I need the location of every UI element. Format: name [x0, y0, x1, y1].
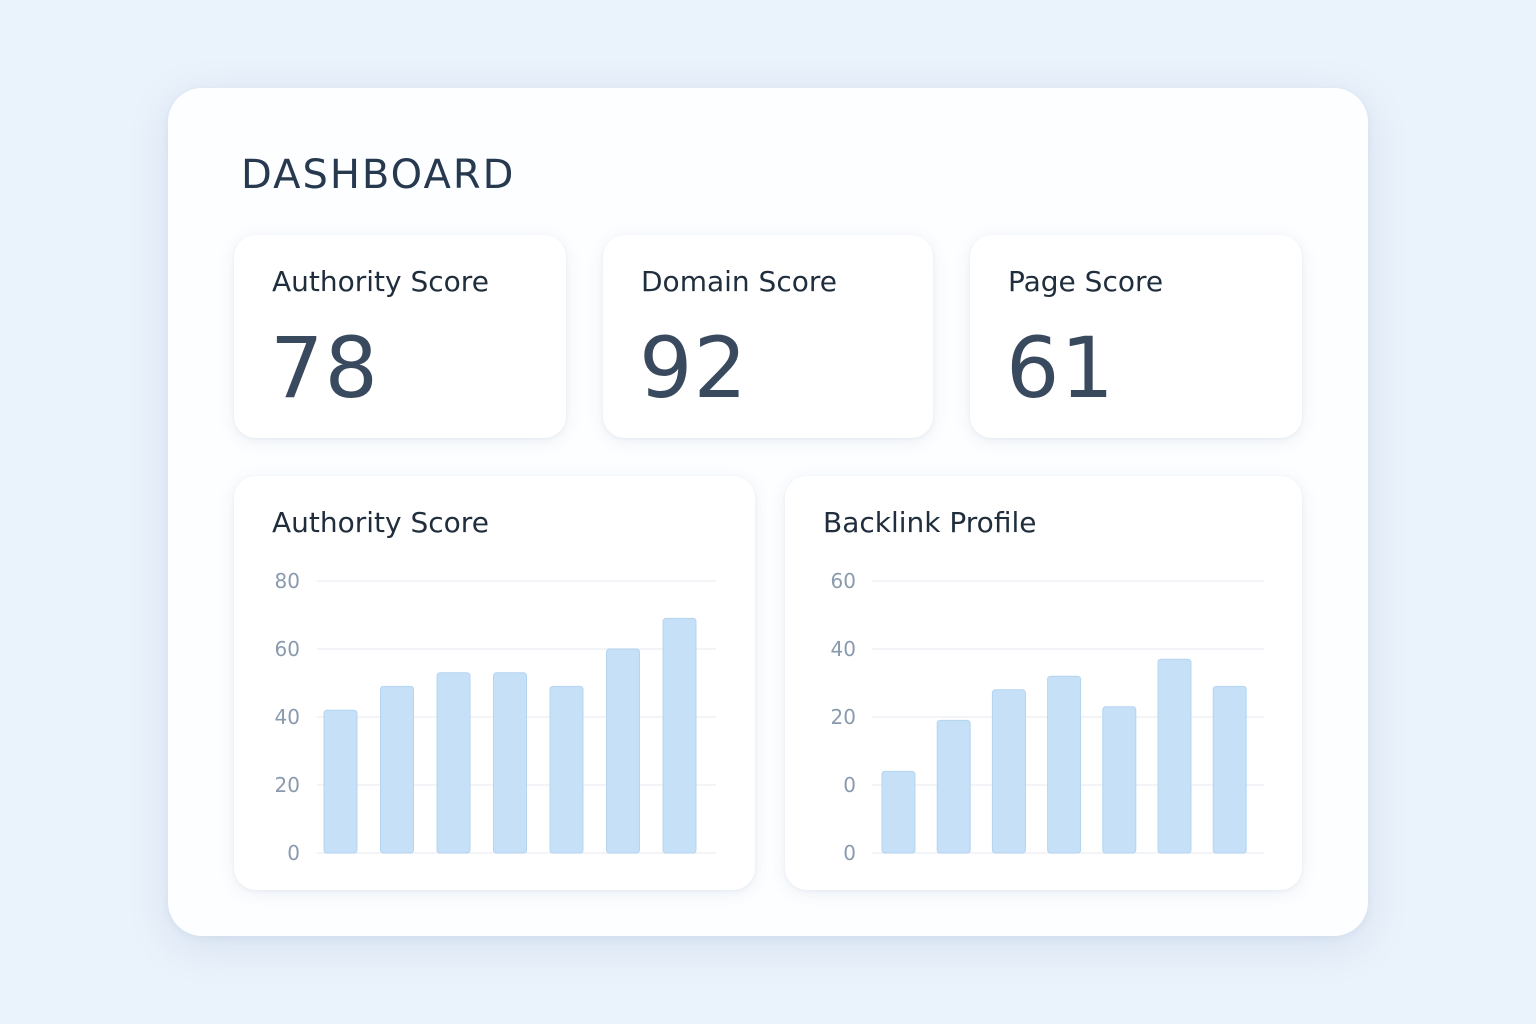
- bar[interactable]: [991, 689, 1026, 854]
- score-value: 61: [1006, 319, 1115, 417]
- authority-score-card[interactable]: Authority Score 78: [234, 235, 566, 438]
- y-tick-label: 40: [275, 705, 300, 729]
- bar[interactable]: [662, 617, 697, 854]
- authority-score-chart-card: Authority Score 80 60 40 20 0: [234, 476, 755, 890]
- page-title: DASHBOARD: [241, 152, 516, 198]
- bar[interactable]: [881, 770, 916, 854]
- score-value: 92: [639, 319, 748, 417]
- dashboard-panel: DASHBOARD Authority Score 78 Domain Scor…: [168, 88, 1368, 936]
- bar[interactable]: [1157, 658, 1192, 854]
- bar[interactable]: [323, 709, 358, 854]
- chart-title: Backlink Profile: [823, 506, 1037, 539]
- y-tick-label: 0: [287, 841, 300, 865]
- score-label: Domain Score: [641, 265, 837, 298]
- y-tick-label: 0: [843, 773, 856, 797]
- bar[interactable]: [380, 685, 414, 854]
- domain-score-card[interactable]: Domain Score 92: [603, 235, 933, 438]
- y-tick-label: 80: [275, 569, 300, 593]
- bar[interactable]: [1102, 706, 1137, 854]
- bar[interactable]: [606, 648, 640, 854]
- y-tick-label: 20: [275, 773, 300, 797]
- score-label: Authority Score: [272, 265, 489, 298]
- y-tick-label: 60: [275, 637, 300, 661]
- score-value: 78: [270, 319, 379, 417]
- authority-score-chart: 80 60 40 20 0: [275, 569, 716, 865]
- chart-title: Authority Score: [272, 506, 489, 539]
- bar[interactable]: [493, 672, 527, 854]
- bar[interactable]: [436, 672, 471, 854]
- y-tick-label: 40: [831, 637, 856, 661]
- bar[interactable]: [1212, 685, 1247, 854]
- y-tick-label: 60: [831, 569, 856, 593]
- bar[interactable]: [936, 719, 971, 854]
- backlink-profile-chart-card: Backlink Profile 60 40 20 0 0: [785, 476, 1302, 890]
- bar[interactable]: [549, 685, 584, 854]
- bar[interactable]: [1047, 675, 1082, 854]
- y-tick-label: 0: [843, 841, 856, 865]
- y-tick-label: 20: [831, 705, 856, 729]
- page-score-card[interactable]: Page Score 61: [970, 235, 1302, 438]
- backlink-profile-chart: 60 40 20 0 0: [831, 569, 1264, 865]
- score-label: Page Score: [1008, 265, 1164, 298]
